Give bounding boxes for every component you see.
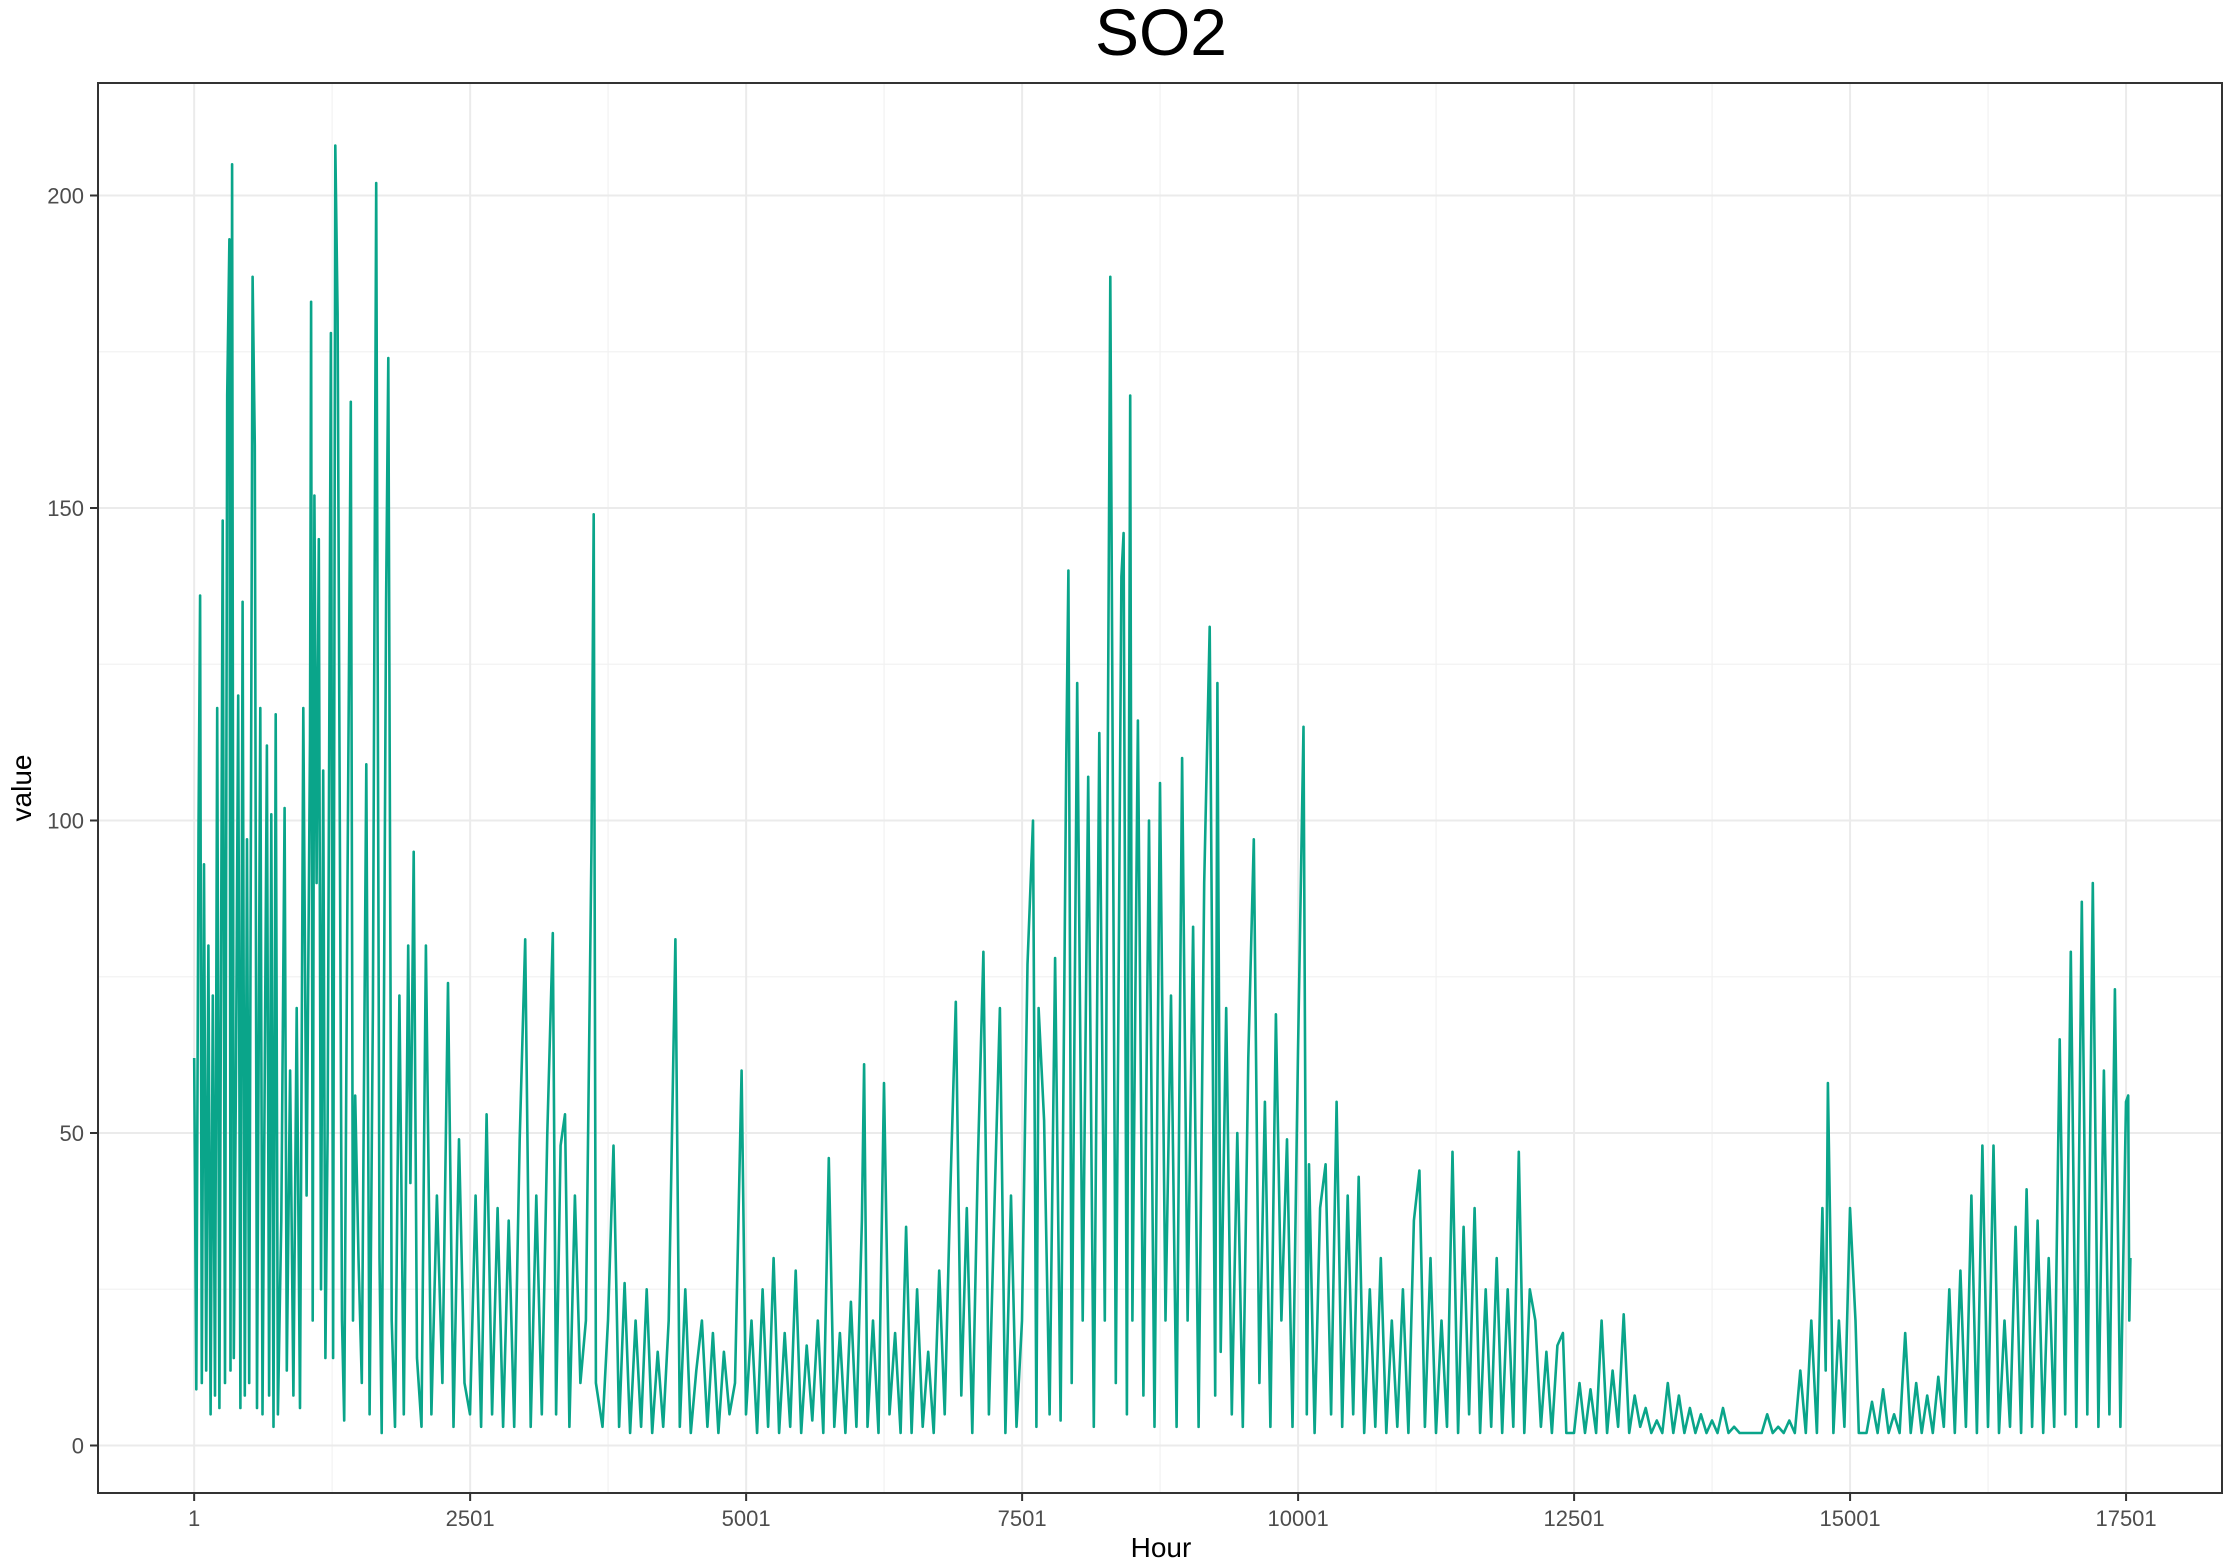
x-tick-label: 7501 bbox=[998, 1506, 1047, 1531]
y-tick-label: 150 bbox=[47, 496, 84, 521]
y-tick-label: 50 bbox=[60, 1121, 84, 1146]
chart-title: SO2 bbox=[1095, 0, 1227, 69]
x-axis: 1 2501 5001 7501 10001 12501 15001 17501 bbox=[188, 1493, 2157, 1531]
x-tick-label: 10001 bbox=[1268, 1506, 1329, 1531]
x-tick-label: 5001 bbox=[722, 1506, 771, 1531]
y-axis: 0 50 100 150 200 bbox=[47, 184, 98, 1459]
x-tick-label: 15001 bbox=[1819, 1506, 1880, 1531]
y-tick-label: 200 bbox=[47, 184, 84, 209]
y-tick-label: 0 bbox=[72, 1434, 84, 1459]
x-tick-label: 2501 bbox=[446, 1506, 495, 1531]
x-axis-title: Hour bbox=[1131, 1532, 1192, 1563]
x-tick-label: 17501 bbox=[2095, 1506, 2156, 1531]
x-tick-label: 1 bbox=[188, 1506, 200, 1531]
series-layer bbox=[192, 144, 2132, 1435]
y-tick-label: 100 bbox=[47, 809, 84, 834]
plot-panel-border bbox=[97, 82, 2223, 1494]
x-tick-label: 12501 bbox=[1543, 1506, 1604, 1531]
y-axis-title: value bbox=[6, 755, 37, 822]
so2-series-line bbox=[192, 144, 2132, 1435]
